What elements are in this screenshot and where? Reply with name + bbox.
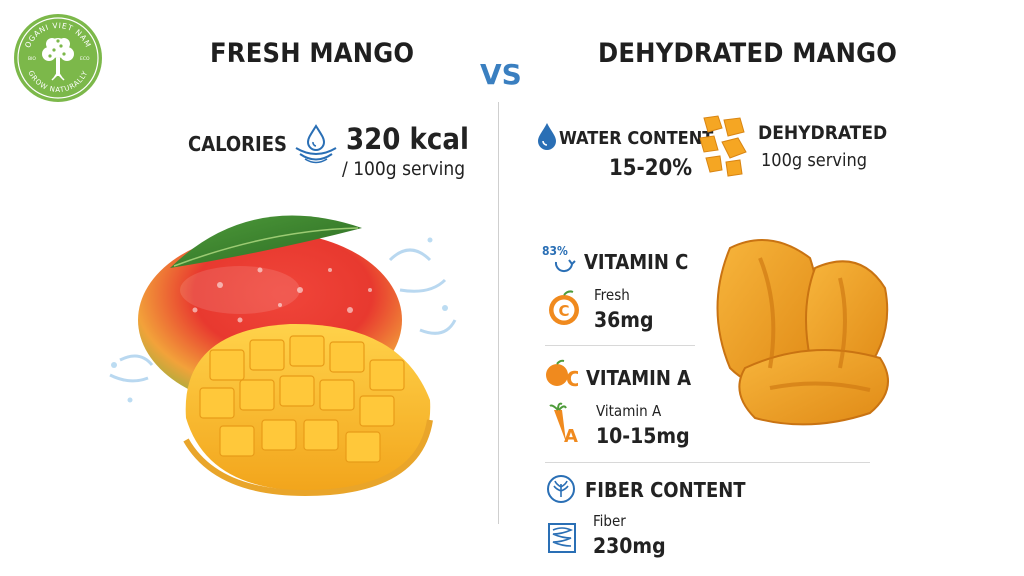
svg-text:C: C bbox=[558, 302, 569, 320]
intestine-icon bbox=[543, 518, 581, 558]
dehydrated-unit: 100g serving bbox=[761, 150, 868, 171]
center-divider bbox=[498, 102, 499, 524]
water-drop-ripple-icon bbox=[292, 124, 340, 166]
vitamin-c-orange-icon: C bbox=[546, 290, 582, 326]
dehydrated-mango-title: DEHYDRATED MANGO bbox=[598, 38, 898, 69]
water-drop-icon bbox=[536, 122, 558, 150]
refresh-arrow-icon bbox=[552, 256, 576, 274]
vitamin-a-label: VITAMIN A bbox=[586, 366, 692, 390]
water-content-label: WATER CONTENT bbox=[559, 128, 714, 149]
dried-mango-chunks-icon bbox=[696, 114, 752, 180]
fiber-sub: Fiber bbox=[593, 512, 626, 530]
vitamin-c-sub: Fresh bbox=[594, 286, 630, 304]
water-content-value: 15-20% bbox=[609, 156, 693, 181]
dehydrated-label: DEHYDRATED bbox=[758, 122, 888, 144]
fiber-value: 230mg bbox=[593, 534, 666, 558]
ogani-logo: OGANI VIET NAM GROW NATURALLY BIO ECO bbox=[14, 14, 102, 102]
logo-right-text: ECO bbox=[80, 56, 90, 62]
fresh-mango-title: FRESH MANGO bbox=[210, 38, 415, 69]
calories-unit: / 100g serving bbox=[342, 158, 466, 180]
logo-left-text: BIO bbox=[28, 56, 36, 62]
vitamin-a-sub: Vitamin A bbox=[596, 402, 662, 420]
vitamin-a-value: 10-15mg bbox=[596, 424, 690, 448]
svg-text:C: C bbox=[566, 367, 578, 391]
dried-mango-slices-image bbox=[700, 228, 900, 438]
vs-label: VS bbox=[480, 58, 522, 91]
tree-logo-icon: OGANI VIET NAM GROW NATURALLY BIO ECO bbox=[17, 17, 99, 99]
divider-vitamin-c bbox=[545, 345, 695, 346]
calories-value: 320 kcal bbox=[346, 122, 469, 156]
fiber-label: FIBER CONTENT bbox=[585, 478, 746, 502]
divider-vitamin-a bbox=[545, 462, 870, 463]
svg-text:A: A bbox=[564, 426, 578, 444]
carrot-icon: A bbox=[546, 402, 582, 444]
vitamin-c-value: 36mg bbox=[594, 308, 654, 332]
orange-c-icon: C bbox=[544, 358, 578, 392]
fresh-mango-image bbox=[100, 200, 470, 510]
vitamin-c-percent: 83% bbox=[542, 244, 568, 258]
vitamin-c-label: VITAMIN C bbox=[584, 250, 689, 274]
calories-label: CALORIES bbox=[188, 132, 287, 156]
leaf-circle-icon bbox=[546, 474, 576, 504]
